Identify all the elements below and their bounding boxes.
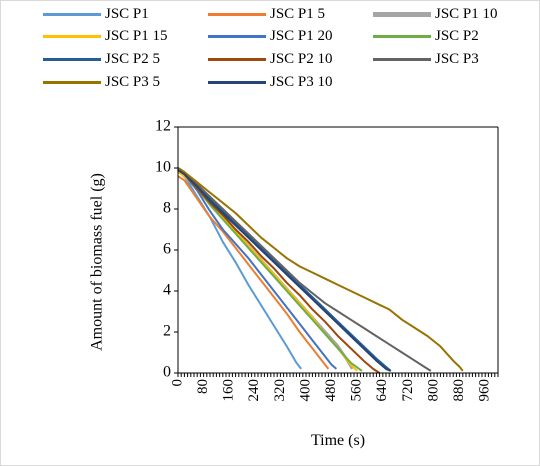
series-line-9 — [177, 167, 464, 372]
legend-item: JSC P2 — [373, 26, 479, 46]
legend-label: JSC P1 — [105, 5, 149, 22]
y-tick-label: 6 — [163, 241, 171, 258]
x-tick-label: 400 — [297, 379, 313, 402]
x-axis-title: Time (s) — [311, 432, 365, 449]
legend-item: JSC P1 20 — [208, 26, 333, 46]
legend-swatch — [43, 57, 101, 61]
legend-label: JSC P1 15 — [105, 27, 168, 44]
legend-label: JSC P2 — [435, 27, 479, 44]
legend-swatch — [208, 34, 266, 38]
x-tick-label: 240 — [246, 379, 262, 402]
legend-label: JSC P1 10 — [435, 5, 498, 22]
legend-swatch — [208, 12, 266, 16]
series-line-0 — [177, 167, 302, 370]
legend-label: JSC P2 5 — [105, 50, 161, 67]
legend-label: JSC P3 10 — [270, 73, 333, 90]
x-tick-label: 320 — [272, 379, 288, 402]
legend-item: JSC P1 10 — [373, 4, 498, 24]
legend-label: JSC P1 5 — [270, 5, 326, 22]
legend-item: JSC P3 5 — [43, 72, 160, 92]
y-tick-label: 12 — [155, 118, 171, 135]
y-tick-label: 4 — [163, 282, 171, 299]
x-tick-label: 0 — [169, 379, 185, 387]
series-line-10 — [177, 169, 392, 372]
legend-swatch — [43, 34, 101, 38]
legend-item: JSC P3 10 — [208, 72, 333, 92]
x-tick-label: 640 — [374, 379, 390, 402]
series-line-1 — [177, 175, 330, 370]
legend-item: JSC P1 15 — [43, 26, 168, 46]
series-line-4 — [177, 169, 338, 370]
y-axis-title: Amount of biomass fuel (g) — [89, 173, 106, 351]
legend-label: JSC P3 — [435, 50, 479, 67]
legend-label: JSC P2 10 — [270, 50, 333, 67]
x-tick-label: 800 — [425, 379, 441, 402]
legend-item: JSC P2 5 — [43, 49, 160, 69]
y-tick-label: 2 — [163, 323, 171, 340]
legend-item: JSC P3 — [373, 49, 479, 69]
legend-swatch — [43, 80, 101, 84]
x-tick-label: 560 — [349, 379, 365, 402]
legend-swatch — [373, 11, 431, 17]
legend-swatch — [373, 34, 431, 38]
legend-swatch — [208, 80, 266, 84]
y-tick-label: 0 — [163, 364, 171, 381]
series-line-8 — [177, 167, 432, 372]
legend-label: JSC P1 20 — [270, 27, 333, 44]
x-tick-label: 880 — [451, 379, 467, 402]
x-tick-label: 720 — [400, 379, 416, 402]
legend-swatch — [43, 12, 101, 16]
series-line-7 — [177, 169, 381, 374]
y-tick-label: 10 — [155, 159, 171, 176]
legend-item: JSC P1 5 — [208, 4, 325, 24]
y-tick-label: 8 — [163, 200, 171, 217]
x-tick-label: 160 — [221, 379, 237, 402]
x-tick-label: 80 — [195, 379, 211, 394]
legend-item: JSC P1 — [43, 4, 149, 24]
x-tick-label: 480 — [323, 379, 339, 402]
legend-item: JSC P2 10 — [208, 49, 333, 69]
x-tick-label: 960 — [477, 379, 493, 402]
chart-legend: JSC P1 JSC P1 5 JSC P1 10 JSC P1 15 JSC P1 2… — [1, 1, 539, 97]
legend-label: JSC P3 5 — [105, 73, 161, 90]
legend-swatch — [208, 57, 266, 61]
series-line-6 — [177, 167, 392, 372]
legend-swatch — [373, 57, 431, 61]
